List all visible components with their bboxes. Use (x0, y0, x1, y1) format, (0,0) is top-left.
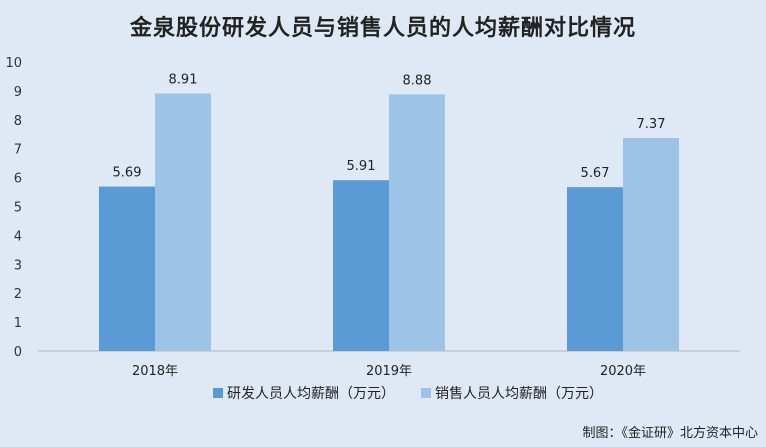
y-tick-label: 10 (5, 56, 22, 71)
bar (155, 93, 211, 351)
data-label: 8.88 (403, 73, 432, 88)
y-tick-label: 9 (14, 85, 22, 100)
source-note: 制图：《金证研》北方资本中心 (582, 426, 758, 441)
bar (389, 94, 445, 352)
x-tick-label: 2020年 (600, 364, 646, 379)
chart-legend: 研发人员人均薪酬（万元） 销售人员人均薪酬（万元） (213, 386, 603, 402)
y-tick-label: 0 (14, 345, 22, 360)
data-label: 8.91 (169, 73, 198, 88)
bar (99, 186, 155, 351)
y-tick-label: 4 (14, 229, 22, 244)
data-label: 7.37 (637, 117, 666, 132)
y-tick-label: 2 (14, 287, 22, 302)
bar (333, 180, 389, 351)
x-tick-label: 2019年 (366, 364, 412, 379)
chart-title: 金泉股份研发人员与销售人员的人均薪酬对比情况 (129, 16, 636, 41)
legend-swatch (213, 388, 223, 398)
y-tick-label: 7 (14, 143, 22, 158)
legend-label: 研发人员人均薪酬（万元） (227, 386, 395, 402)
data-label: 5.67 (581, 166, 610, 181)
y-tick-label: 1 (14, 316, 22, 331)
y-tick-label: 5 (14, 201, 22, 216)
bar (567, 187, 623, 351)
data-label: 5.69 (113, 166, 142, 181)
chart-axes: 0 1 2 3 4 5 6 7 8 9 10 2018年 2019年 2020年 (5, 56, 740, 379)
data-label: 5.91 (347, 159, 376, 174)
bar (623, 138, 679, 351)
legend-label: 销售人员人均薪酬（万元） (435, 386, 603, 402)
legend-swatch (421, 388, 431, 398)
y-tick-label: 8 (14, 114, 22, 129)
y-tick-label: 6 (14, 172, 22, 187)
chart-bars (99, 93, 679, 352)
chart-data-labels: 5.69 8.91 5.91 8.88 5.67 7.37 (113, 73, 666, 182)
x-tick-label: 2018年 (132, 364, 178, 379)
y-tick-label: 3 (14, 258, 22, 273)
